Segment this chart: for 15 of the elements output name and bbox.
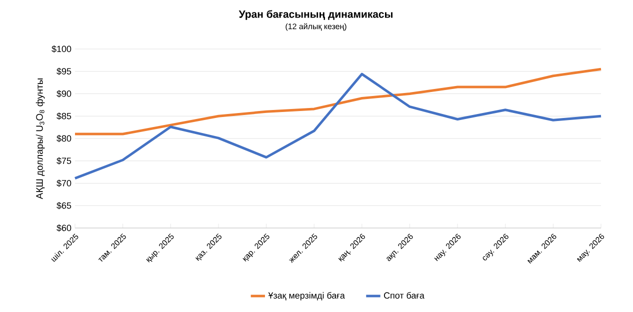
y-tick-label: $95 — [56, 68, 72, 76]
y-tick-label: $60 — [56, 224, 72, 232]
y-tick-label: $80 — [56, 134, 72, 142]
legend-label: Спот баға — [384, 292, 424, 299]
y-tick-label: $65 — [56, 202, 72, 210]
y-tick-label: $85 — [56, 112, 72, 120]
y-tick-label: $70 — [56, 180, 72, 187]
y-tick-label: $90 — [56, 90, 72, 98]
y-tick-label: $75 — [56, 157, 72, 165]
y-tick-label: $100 — [52, 45, 72, 53]
line-series — [74, 68, 602, 136]
y-axis-title: АҚШ доллары/ U$_{3}$O$_{8}$ фунты — [36, 78, 45, 200]
chart-title: Уран бағасының динамикасы — [238, 10, 392, 20]
legend-label: Ұзақ мерзімді баға — [268, 292, 345, 300]
line-series — [74, 72, 602, 180]
